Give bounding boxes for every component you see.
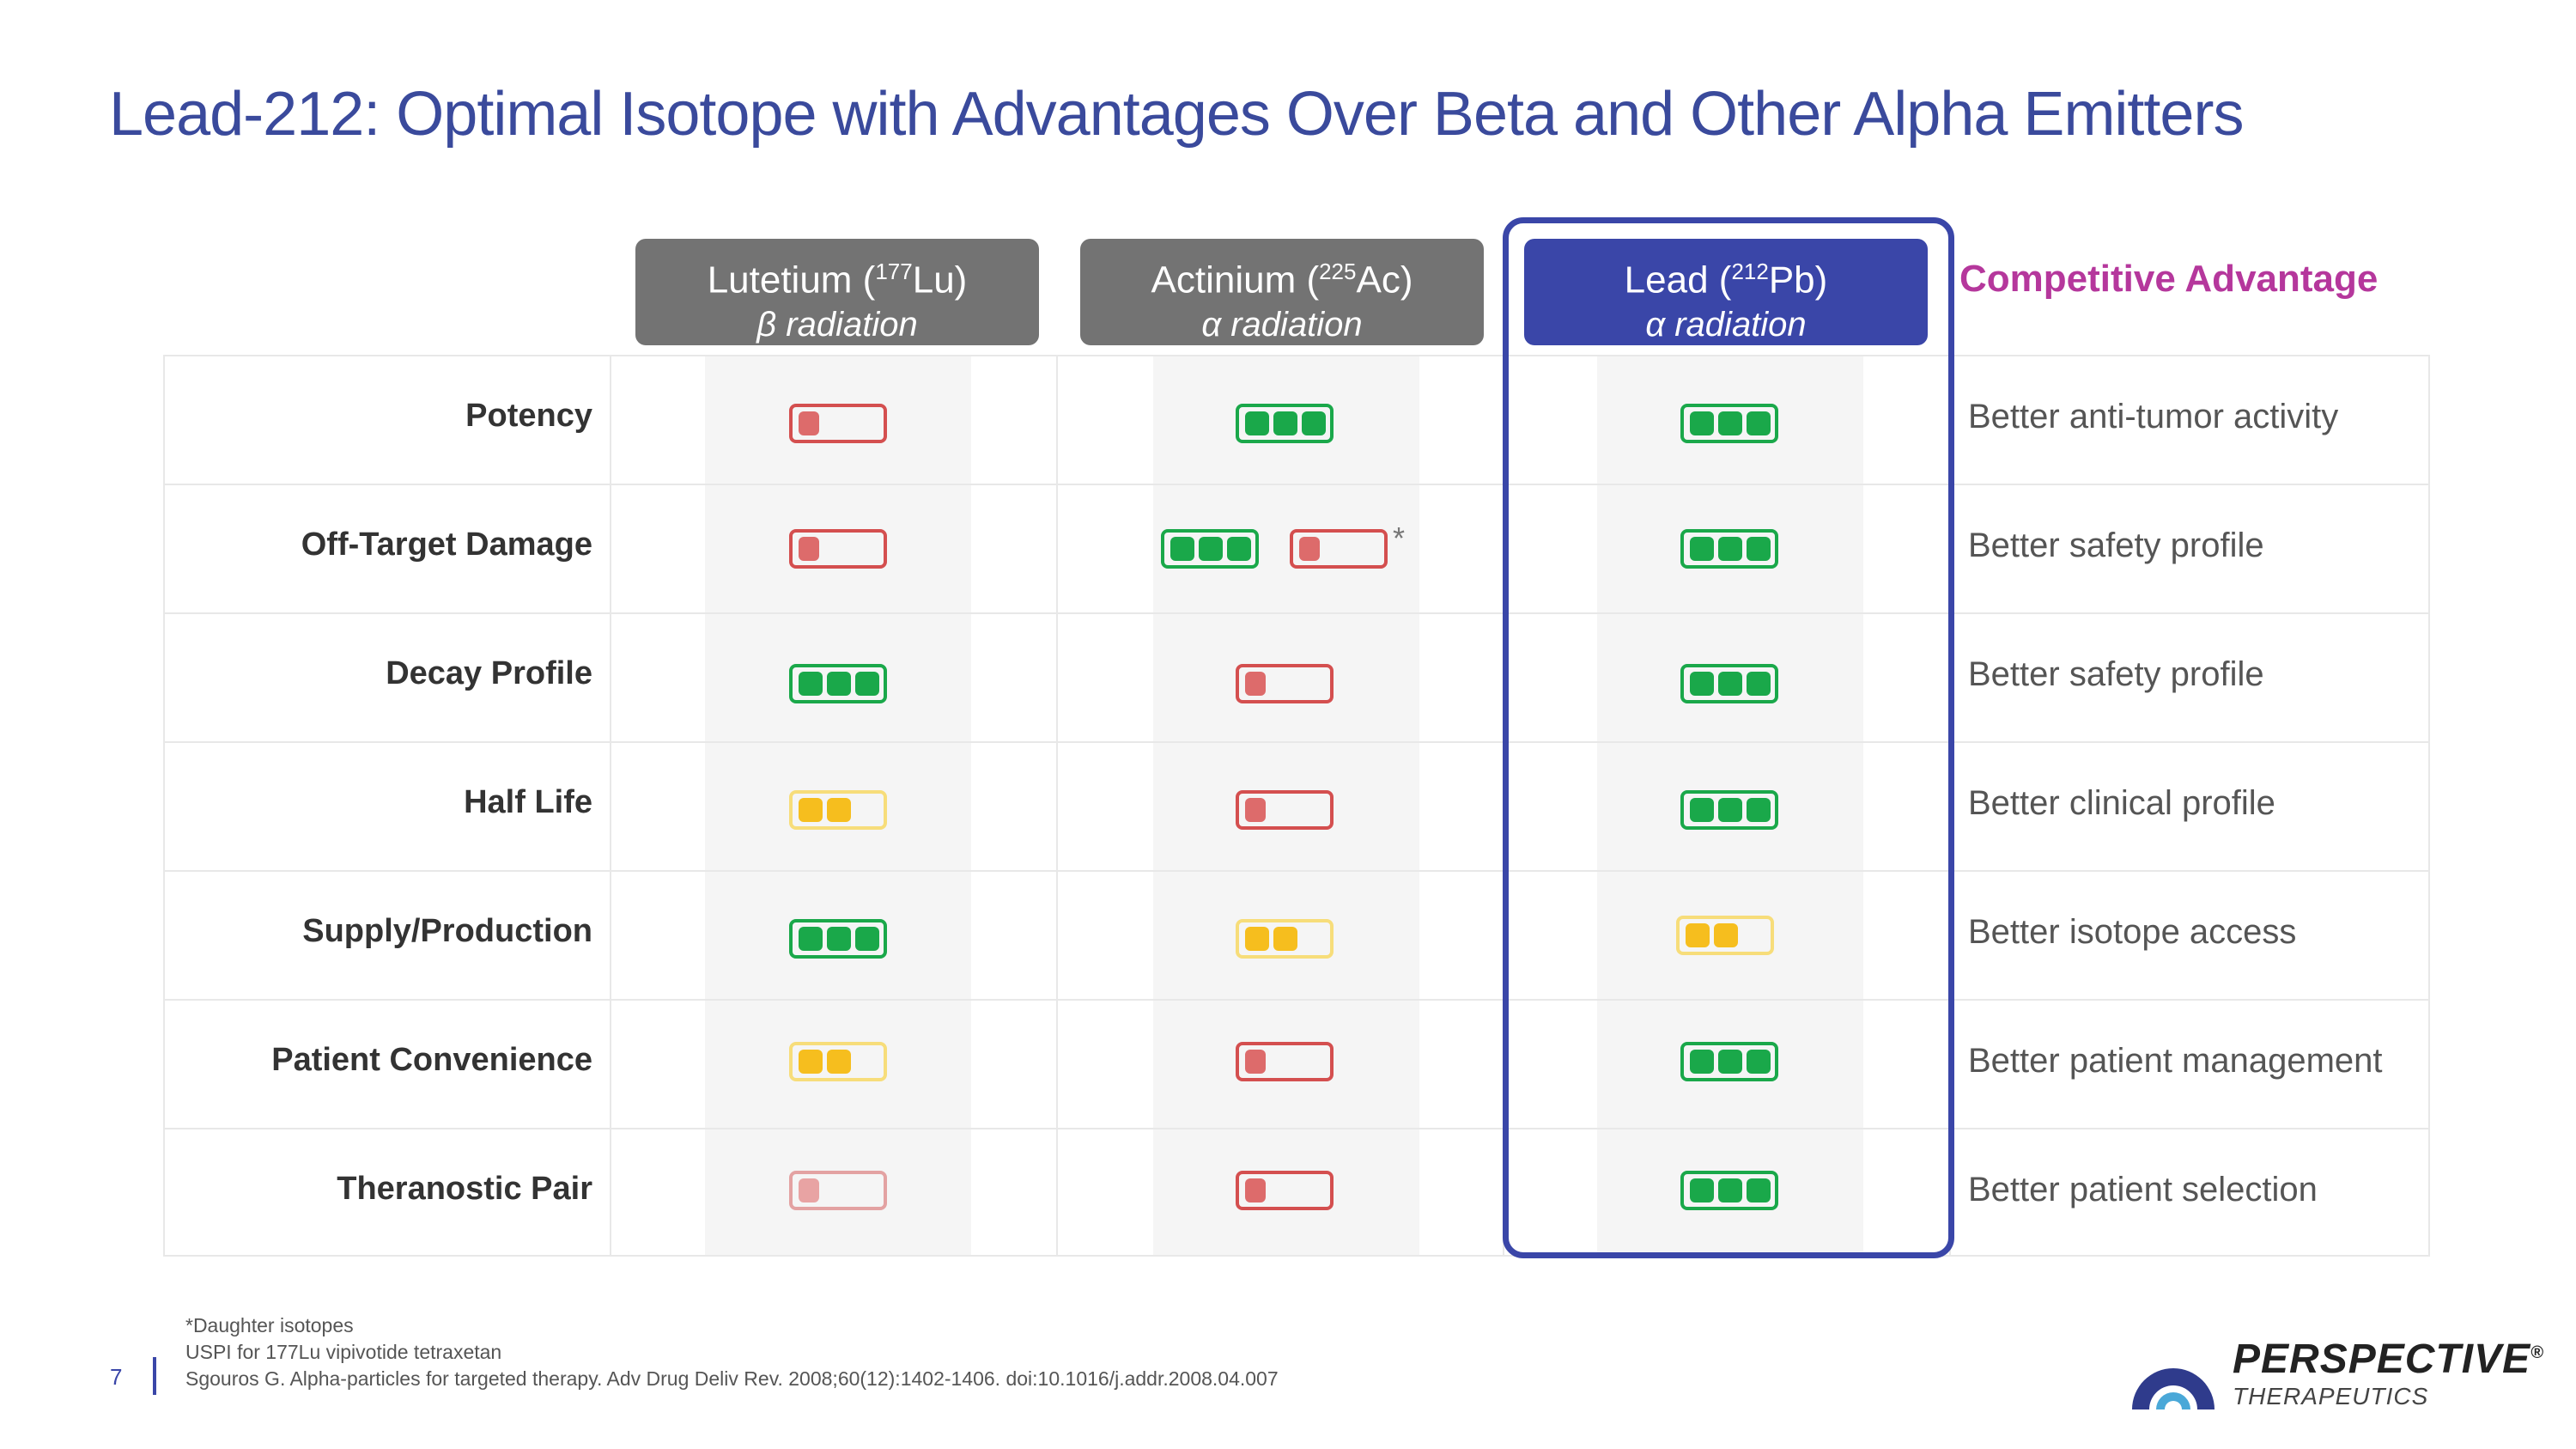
rating-lutetium-supply [789,919,887,959]
slide-title: Lead-212: Optimal Isotope with Advantage… [109,80,2244,149]
row-divider [163,1128,2430,1129]
rating-lead-decay [1680,664,1778,703]
lead-highlight-box [1503,217,1954,1258]
rating-lead-convenience [1680,1042,1778,1081]
advantage-decay: Better safety profile [1968,655,2264,693]
advantage-convenience: Better patient management [1968,1042,2383,1080]
page-number: 7 [110,1364,123,1390]
lutetium-header: Lutetium (177Lu) β radiation [635,239,1039,345]
comparison-table [163,355,2430,1257]
row-label-half-life: Half Life [464,784,592,820]
row-label-potency: Potency [465,398,592,434]
rating-actinium-half-life [1236,790,1334,830]
rating-actinium-supply [1236,919,1334,959]
rating-lead-half-life [1680,790,1778,830]
column-divider [1056,355,1058,1257]
row-divider [163,741,2430,743]
footnote-reference: Sgouros G. Alpha-particles for targeted … [185,1367,1279,1390]
rating-actinium-off-target-red [1290,529,1388,569]
row-label-decay: Decay Profile [386,655,592,691]
rating-actinium-off-target-green [1161,529,1259,569]
daughter-isotopes-asterisk: * [1393,521,1406,556]
rating-lutetium-theranostic [789,1171,887,1210]
advantage-supply: Better isotope access [1968,913,2297,951]
competitive-advantage-header: Competitive Advantage [1959,258,2379,300]
rating-lutetium-half-life [789,790,887,830]
rating-lead-supply [1676,916,1774,955]
rating-lead-off-target [1680,529,1778,569]
advantage-half-life: Better clinical profile [1968,784,2275,822]
footnote-daughter: *Daughter isotopes [185,1314,354,1336]
rating-lutetium-decay [789,664,887,703]
row-label-off-target: Off-Target Damage [301,527,592,563]
actinium-header: Actinium (225Ac) α radiation [1080,239,1484,345]
rating-actinium-theranostic [1236,1171,1334,1210]
logo-wordmark: PERSPECTIVE® [2233,1336,2544,1382]
rating-actinium-convenience [1236,1042,1334,1081]
footnote-uspi: USPI for 177Lu vipivotide tetraxetan [185,1341,502,1363]
row-divider [163,612,2430,614]
row-divider [163,870,2430,872]
row-label-theranostic: Theranostic Pair [337,1171,592,1207]
page-number-divider [153,1357,156,1395]
perspective-logo-icon [2132,1368,2215,1409]
row-divider [163,484,2430,485]
advantage-theranostic: Better patient selection [1968,1171,2318,1209]
rating-actinium-potency [1236,404,1334,443]
actinium-column-shade [1153,355,1419,1257]
advantage-potency: Better anti-tumor activity [1968,398,2339,435]
row-divider [163,999,2430,1001]
rating-actinium-decay [1236,664,1334,703]
rating-lead-potency [1680,404,1778,443]
rating-lead-theranostic [1680,1171,1778,1210]
rating-lutetium-potency [789,404,887,443]
logo-subtitle: THERAPEUTICS [2233,1383,2429,1409]
column-divider [610,355,611,1257]
row-label-convenience: Patient Convenience [271,1042,592,1078]
advantage-off-target: Better safety profile [1968,527,2264,564]
rating-lutetium-off-target [789,529,887,569]
lead-header: Lead (212Pb) α radiation [1524,239,1928,345]
rating-lutetium-convenience [789,1042,887,1081]
row-label-supply: Supply/Production [302,913,592,949]
